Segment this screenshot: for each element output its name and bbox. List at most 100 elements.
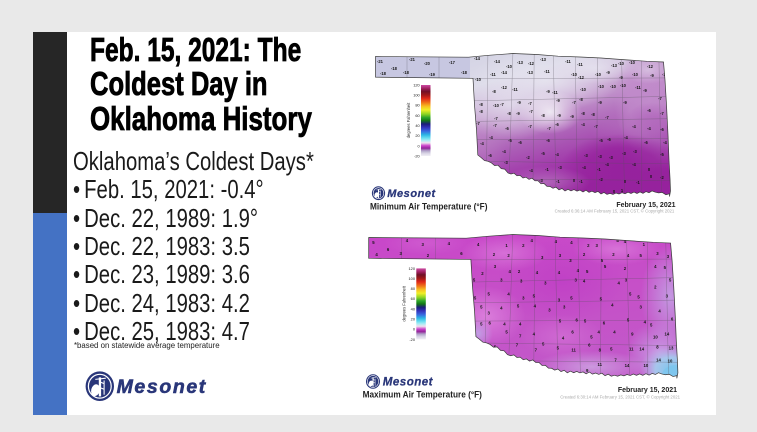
- svg-text:-3: -3: [598, 154, 602, 159]
- svg-text:Created 6:36:14 AM February 15: Created 6:36:14 AM February 15, 2021 CST…: [555, 209, 675, 214]
- svg-text:1: 1: [621, 188, 624, 193]
- svg-text:Minimum Air Temperature (°F): Minimum Air Temperature (°F): [370, 201, 488, 212]
- svg-text:-4: -4: [555, 152, 559, 157]
- svg-text:5: 5: [480, 322, 483, 327]
- svg-text:-6: -6: [505, 126, 509, 131]
- svg-text:-10: -10: [580, 87, 587, 92]
- svg-text:1: 1: [643, 242, 646, 247]
- svg-text:degrees Fahrenheit: degrees Fahrenheit: [401, 285, 406, 321]
- svg-text:-6: -6: [644, 140, 648, 145]
- svg-text:5: 5: [584, 319, 587, 324]
- svg-text:5: 5: [600, 296, 603, 301]
- svg-text:-10: -10: [595, 72, 602, 77]
- svg-text:40: 40: [415, 123, 420, 128]
- svg-text:Maximum Air Temperature (°F): Maximum Air Temperature (°F): [363, 389, 482, 400]
- svg-text:-8: -8: [507, 111, 511, 116]
- svg-text:-5: -5: [541, 151, 545, 156]
- svg-text:-18: -18: [461, 70, 468, 75]
- svg-text:Created 6:30:14 AM February 15: Created 6:30:14 AM February 15, 2021 CST…: [560, 395, 680, 400]
- svg-text:3: 3: [494, 264, 497, 269]
- svg-text:5: 5: [557, 346, 560, 351]
- svg-text:-4: -4: [647, 126, 651, 131]
- svg-text:6: 6: [588, 343, 591, 348]
- svg-text:-9: -9: [643, 88, 647, 93]
- svg-text:6: 6: [603, 321, 606, 326]
- svg-text:5: 5: [650, 323, 653, 328]
- svg-text:-1: -1: [545, 167, 549, 172]
- svg-text:4: 4: [562, 336, 565, 341]
- svg-text:-7: -7: [547, 126, 551, 131]
- svg-text:-8: -8: [479, 109, 483, 114]
- svg-text:-9: -9: [570, 114, 574, 119]
- svg-text:4: 4: [530, 238, 533, 243]
- svg-text:5: 5: [533, 293, 536, 298]
- svg-text:-10: -10: [662, 72, 669, 77]
- svg-text:-9: -9: [606, 70, 610, 75]
- svg-text:10: 10: [668, 359, 673, 364]
- svg-text:4: 4: [616, 238, 619, 243]
- svg-text:4: 4: [654, 264, 657, 269]
- svg-text:3: 3: [667, 254, 670, 259]
- svg-text:5: 5: [480, 305, 483, 310]
- svg-text:4: 4: [533, 332, 536, 337]
- svg-text:-7: -7: [594, 124, 598, 129]
- svg-text:-7: -7: [476, 121, 480, 126]
- svg-text:-20: -20: [414, 153, 420, 158]
- svg-text:11: 11: [598, 362, 603, 367]
- svg-text:0: 0: [650, 174, 653, 179]
- svg-text:4: 4: [624, 239, 627, 244]
- svg-text:40: 40: [411, 306, 416, 311]
- svg-text:degrees Fahrenheit: degrees Fahrenheit: [406, 102, 411, 138]
- svg-text:2: 2: [522, 243, 525, 248]
- svg-text:-7: -7: [528, 124, 532, 129]
- svg-text:14: 14: [625, 363, 630, 368]
- svg-text:10: 10: [644, 363, 649, 368]
- svg-text:-4: -4: [624, 135, 628, 140]
- svg-text:5: 5: [601, 258, 604, 263]
- svg-text:1: 1: [505, 243, 508, 248]
- svg-text:9: 9: [586, 368, 589, 373]
- svg-text:4: 4: [617, 280, 620, 285]
- svg-text:-7: -7: [500, 102, 504, 107]
- svg-text:-5: -5: [599, 138, 603, 143]
- svg-text:-8: -8: [579, 97, 583, 102]
- svg-text:4: 4: [583, 278, 586, 283]
- svg-text:7: 7: [614, 358, 617, 363]
- svg-text:-6: -6: [488, 153, 492, 158]
- svg-text:-4: -4: [663, 140, 667, 145]
- svg-text:-4: -4: [605, 162, 609, 167]
- svg-text:-21: -21: [377, 59, 384, 64]
- svg-text:4: 4: [477, 242, 480, 247]
- svg-text:5: 5: [664, 265, 667, 270]
- svg-text:-13: -13: [611, 63, 618, 68]
- svg-text:11: 11: [571, 348, 576, 353]
- svg-text:-12: -12: [647, 64, 654, 69]
- svg-text:-18: -18: [403, 70, 410, 75]
- svg-text:7: 7: [479, 342, 482, 347]
- svg-text:-4: -4: [502, 149, 506, 154]
- svg-text:-5: -5: [660, 152, 664, 157]
- svg-text:-8: -8: [591, 112, 595, 117]
- svg-text:5: 5: [586, 269, 589, 274]
- svg-text:3: 3: [563, 305, 566, 310]
- svg-text:4: 4: [503, 322, 506, 327]
- svg-text:5: 5: [372, 240, 375, 245]
- svg-text:5: 5: [590, 335, 593, 340]
- svg-text:2: 2: [518, 269, 521, 274]
- svg-text:-9: -9: [623, 100, 627, 105]
- svg-text:80: 80: [411, 286, 416, 291]
- svg-text:-9: -9: [546, 89, 550, 94]
- svg-text:8: 8: [599, 348, 602, 353]
- svg-text:100: 100: [413, 93, 420, 98]
- svg-text:5: 5: [604, 264, 607, 269]
- svg-text:-6: -6: [555, 122, 559, 127]
- svg-text:-13: -13: [527, 70, 534, 75]
- svg-text:-10: -10: [506, 64, 513, 69]
- svg-text:100: 100: [409, 276, 416, 281]
- svg-text:5: 5: [474, 295, 477, 300]
- svg-text:7: 7: [519, 334, 522, 339]
- svg-text:-8: -8: [479, 102, 483, 107]
- svg-text:11: 11: [526, 360, 531, 365]
- svg-text:-13: -13: [517, 60, 524, 65]
- svg-text:3: 3: [399, 251, 402, 256]
